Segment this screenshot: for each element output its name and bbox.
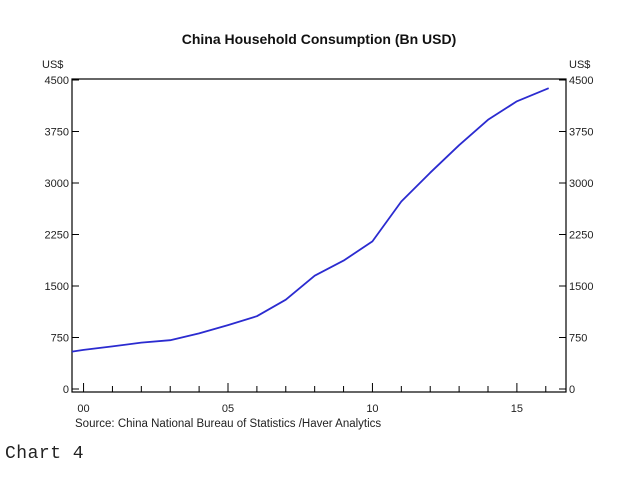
x-tick-label: 10 xyxy=(366,403,378,415)
y-unit-left: US$ xyxy=(42,59,63,71)
y-tick-label-right: 750 xyxy=(569,333,587,345)
x-tick-label: 05 xyxy=(222,403,234,415)
y-axis-left: 0 750 1500 2250 3000 3750 4500 xyxy=(45,75,79,396)
chart-caption: Chart 4 xyxy=(5,444,85,464)
plot-frame xyxy=(71,78,567,393)
y-tick-label-right: 3000 xyxy=(569,178,593,190)
y-tick-label-right: 0 xyxy=(569,384,575,396)
x-axis: 00 05 10 15 xyxy=(77,383,547,415)
y-tick-label-left: 3000 xyxy=(45,178,69,190)
y-unit-right: US$ xyxy=(569,59,590,71)
source-note: Source: China National Bureau of Statist… xyxy=(75,418,381,430)
x-tick-label: 15 xyxy=(511,403,523,415)
y-tick-label-left: 2250 xyxy=(45,230,69,242)
y-tick-label-right: 4500 xyxy=(569,75,593,87)
y-tick-label-right: 1500 xyxy=(569,281,593,293)
y-tick-label-left: 4500 xyxy=(45,75,69,87)
chart-title: China Household Consumption (Bn USD) xyxy=(182,31,457,47)
y-tick-label-left: 750 xyxy=(51,333,69,345)
series-line xyxy=(71,87,550,353)
y-tick-label-left: 3750 xyxy=(45,127,69,139)
y-tick-label-right: 2250 xyxy=(569,230,593,242)
y-tick-label-left: 1500 xyxy=(45,281,69,293)
y-tick-label-right: 3750 xyxy=(569,127,593,139)
x-tick-label: 00 xyxy=(77,403,89,415)
y-tick-label-left: 0 xyxy=(63,384,69,396)
y-axis-right: 0 750 1500 2250 3000 3750 4500 xyxy=(559,75,593,396)
